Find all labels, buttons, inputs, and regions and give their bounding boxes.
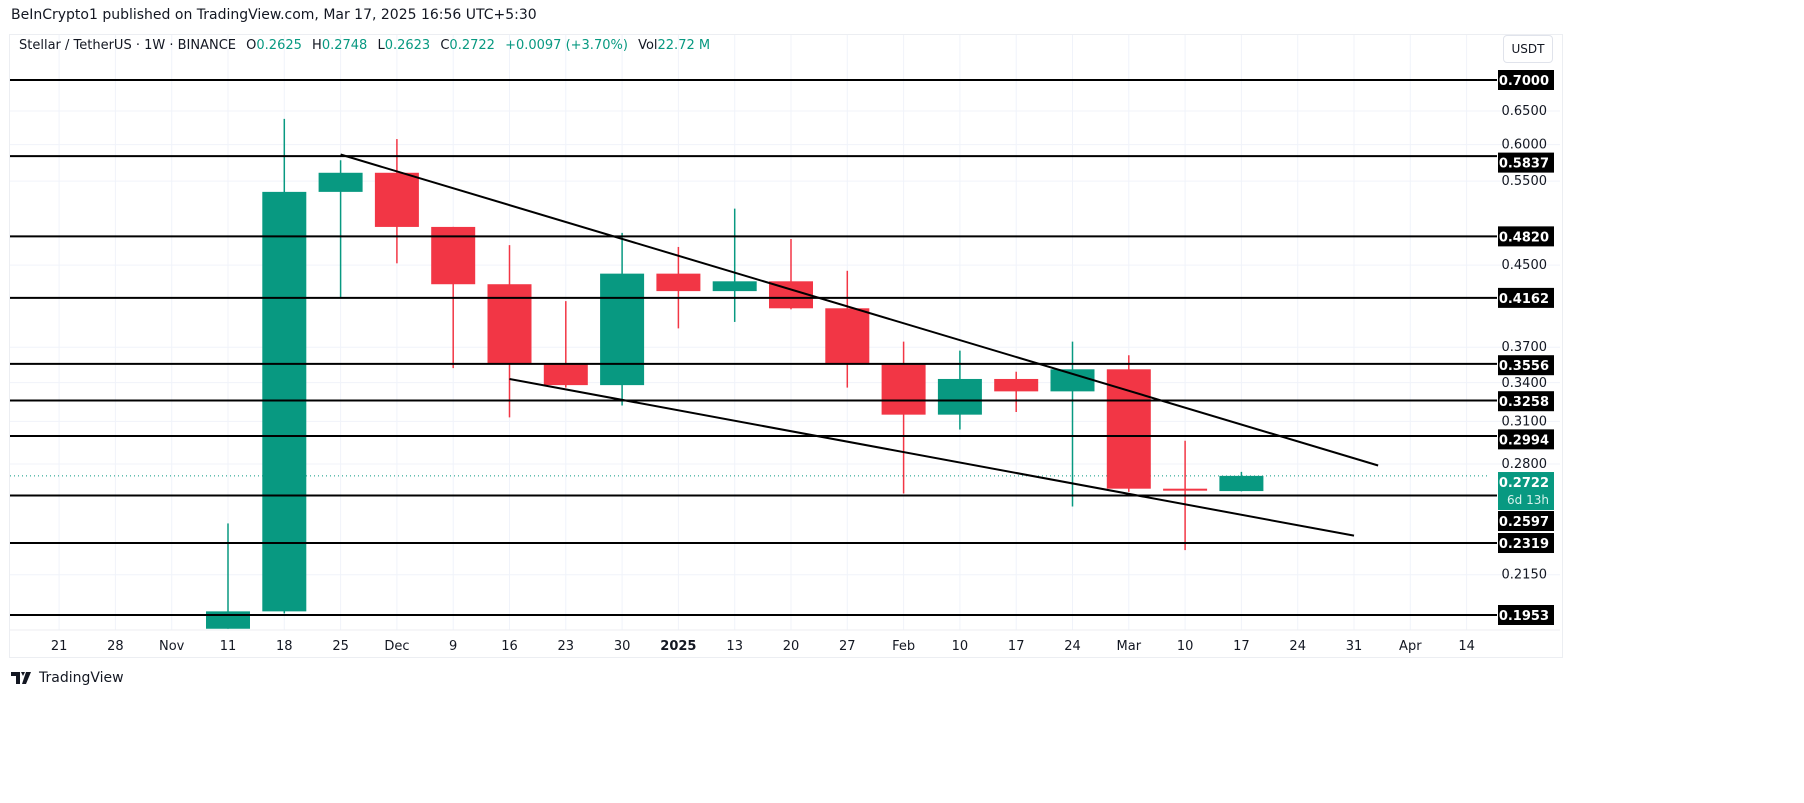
y-tick-label: 0.2150	[1502, 568, 1548, 583]
candle-body-down	[825, 308, 870, 365]
level-price-label: 0.1953	[1499, 609, 1549, 624]
volume-value: 22.72 M	[657, 38, 711, 53]
last-price-tag	[1498, 472, 1554, 511]
level-price-tag	[1498, 429, 1554, 450]
level-price-tag	[1498, 355, 1554, 376]
candle-body-down	[374, 172, 419, 227]
candle-body-up	[1050, 369, 1095, 392]
symbol-legend: Stellar / TetherUS · 1W · BINANCE O0.262…	[19, 38, 716, 53]
x-tick-label: 27	[839, 639, 856, 654]
level-price-label: 0.2319	[1499, 537, 1549, 552]
level-price-label: 0.2597	[1499, 515, 1549, 530]
level-price-label: 0.3258	[1499, 395, 1549, 410]
low-label: L	[377, 38, 385, 53]
last-price-label: 0.2722	[1499, 476, 1549, 491]
level-price-tag	[1498, 152, 1554, 173]
level-price-tag	[1498, 287, 1554, 308]
x-tick-label: 17	[1008, 639, 1025, 654]
candle-body-down	[1163, 488, 1208, 491]
x-tick-label: 17	[1233, 639, 1250, 654]
currency-unit-button[interactable]: USDT	[1503, 35, 1553, 63]
candle-body-up	[318, 172, 363, 192]
y-tick-label: 0.3700	[1502, 340, 1548, 355]
open-value: 0.2625	[256, 38, 302, 53]
tradingview-logo[interactable]: TradingView	[11, 670, 124, 686]
candle-body-up	[262, 191, 307, 612]
level-price-label: 0.4162	[1499, 292, 1549, 307]
tradingview-logo-icon	[11, 672, 31, 684]
candle-body-up	[600, 273, 645, 386]
y-tick-label: 0.4500	[1502, 258, 1548, 273]
candle-body-down	[881, 364, 926, 415]
x-tick-label: 13	[726, 639, 743, 654]
y-tick-label: 0.3400	[1502, 376, 1548, 391]
y-tick-label: 0.6000	[1502, 138, 1548, 153]
y-tick-label: 0.6500	[1502, 104, 1548, 119]
x-tick-label: 11	[220, 639, 237, 654]
close-value: 0.2722	[449, 38, 495, 53]
trendline	[340, 153, 1379, 467]
x-tick-label: Nov	[159, 639, 185, 654]
tradingview-brand: TradingView	[39, 670, 124, 686]
x-tick-label: 9	[449, 639, 457, 654]
x-tick-label: 25	[332, 639, 349, 654]
level-price-tag	[1498, 70, 1554, 90]
high-value: 0.2748	[321, 38, 368, 53]
low-value: 0.2623	[384, 38, 431, 53]
x-tick-label: 21	[51, 639, 68, 654]
close-label: C	[440, 38, 450, 53]
x-tick-label: 28	[107, 639, 124, 654]
x-tick-label: 16	[501, 639, 518, 654]
x-tick-label: 31	[1346, 639, 1363, 654]
x-tick-label: 10	[952, 639, 969, 654]
candle-body-up	[712, 281, 757, 292]
x-tick-label: 18	[276, 639, 293, 654]
level-price-label: 0.7000	[1499, 74, 1549, 89]
candle-body-down	[1106, 369, 1151, 489]
candle-body-up	[937, 378, 982, 415]
level-price-tag	[1498, 391, 1554, 412]
x-tick-label: 24	[1289, 639, 1306, 654]
published-caption: BeInCrypto1 published on TradingView.com…	[11, 7, 537, 23]
volume-label: Vol	[638, 38, 658, 53]
x-tick-label: 14	[1458, 639, 1475, 654]
x-tick-label: Dec	[384, 639, 409, 654]
level-price-label: 0.2994	[1499, 433, 1549, 448]
x-tick-label: 24	[1064, 639, 1081, 654]
candle-body-up	[1219, 475, 1264, 492]
level-price-label: 0.3556	[1499, 359, 1549, 374]
high-label: H	[312, 38, 322, 53]
x-tick-label: Mar	[1117, 639, 1142, 654]
symbol-name[interactable]: Stellar / TetherUS · 1W · BINANCE	[19, 38, 237, 53]
level-price-tag	[1498, 605, 1554, 625]
level-price-label: 0.5837	[1499, 157, 1549, 172]
candle-body-down	[656, 273, 701, 292]
x-tick-label: 10	[1177, 639, 1194, 654]
level-price-label: 0.4820	[1499, 230, 1549, 245]
chart-frame	[9, 34, 1563, 658]
x-tick-label: 20	[783, 639, 800, 654]
y-tick-label: 0.3100	[1502, 414, 1548, 429]
level-price-tag	[1498, 226, 1554, 247]
candle-body-down	[994, 378, 1039, 392]
y-tick-label: 0.5500	[1502, 174, 1548, 189]
open-label: O	[246, 38, 257, 53]
level-price-tag	[1498, 533, 1554, 554]
y-tick-label: 0.2800	[1502, 457, 1548, 472]
change-value: +0.0097 (+3.70%)	[505, 38, 628, 53]
x-tick-label: 23	[558, 639, 575, 654]
x-tick-label: Feb	[892, 639, 915, 654]
trendline	[509, 377, 1355, 537]
x-tick-label: Apr	[1399, 639, 1422, 654]
x-tick-label: 2025	[660, 639, 696, 654]
bar-countdown-label: 6d 13h	[1507, 493, 1549, 507]
level-price-tag	[1498, 511, 1554, 532]
x-tick-label: 30	[614, 639, 631, 654]
candle-body-down	[543, 363, 588, 386]
